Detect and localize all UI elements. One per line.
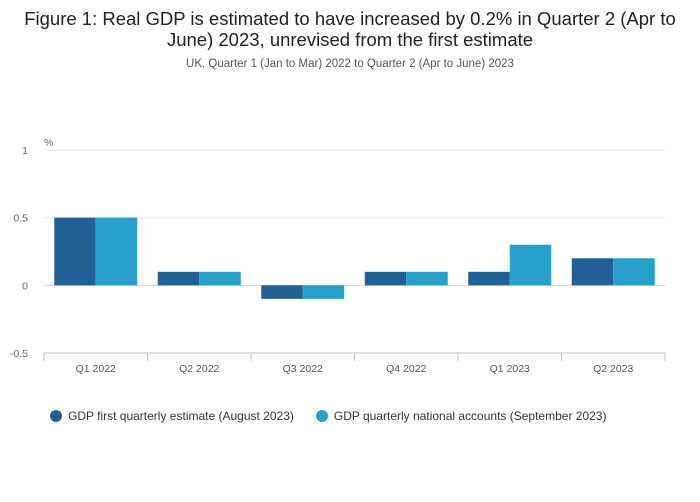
y-tick-label: -0.5 [10, 348, 28, 360]
bar [571, 258, 614, 286]
legend-swatch [50, 410, 62, 422]
y-tick-label: 1 [22, 145, 28, 157]
y-tick-label: 0.5 [13, 213, 28, 225]
legend-item: GDP quarterly national accounts (Septemb… [315, 409, 607, 423]
bar [468, 271, 510, 286]
bar [54, 217, 96, 286]
y-tick-label: 0 [22, 280, 28, 292]
bar [199, 271, 241, 286]
legend-label: GDP first quarterly estimate (August 202… [68, 409, 294, 423]
legend-swatch [315, 410, 328, 422]
bar [261, 285, 303, 299]
chart-title: Figure 1: Real GDP is estimated to have … [24, 8, 676, 50]
x-tick-label: Q1 2023 [490, 363, 530, 375]
y-axis-label: % [44, 137, 53, 149]
x-tick-label: Q1 2022 [76, 363, 116, 375]
x-tick-label: Q2 2022 [179, 363, 219, 375]
bar [509, 244, 552, 286]
bar [364, 271, 407, 286]
legend: GDP first quarterly estimate (August 202… [50, 409, 628, 423]
bar [302, 285, 345, 299]
legend-item: GDP first quarterly estimate (August 202… [50, 409, 294, 423]
x-tick-label: Q2 2023 [593, 363, 633, 375]
chart-subtitle: UK, Quarter 1 (Jan to Mar) 2022 to Quart… [186, 58, 514, 70]
bar [613, 258, 655, 286]
bar [157, 271, 200, 286]
bar [406, 271, 448, 286]
x-tick-label: Q3 2022 [283, 363, 323, 375]
bar [95, 217, 138, 286]
x-tick-label: Q4 2022 [386, 363, 426, 375]
legend-label: GDP quarterly national accounts (Septemb… [333, 409, 607, 423]
